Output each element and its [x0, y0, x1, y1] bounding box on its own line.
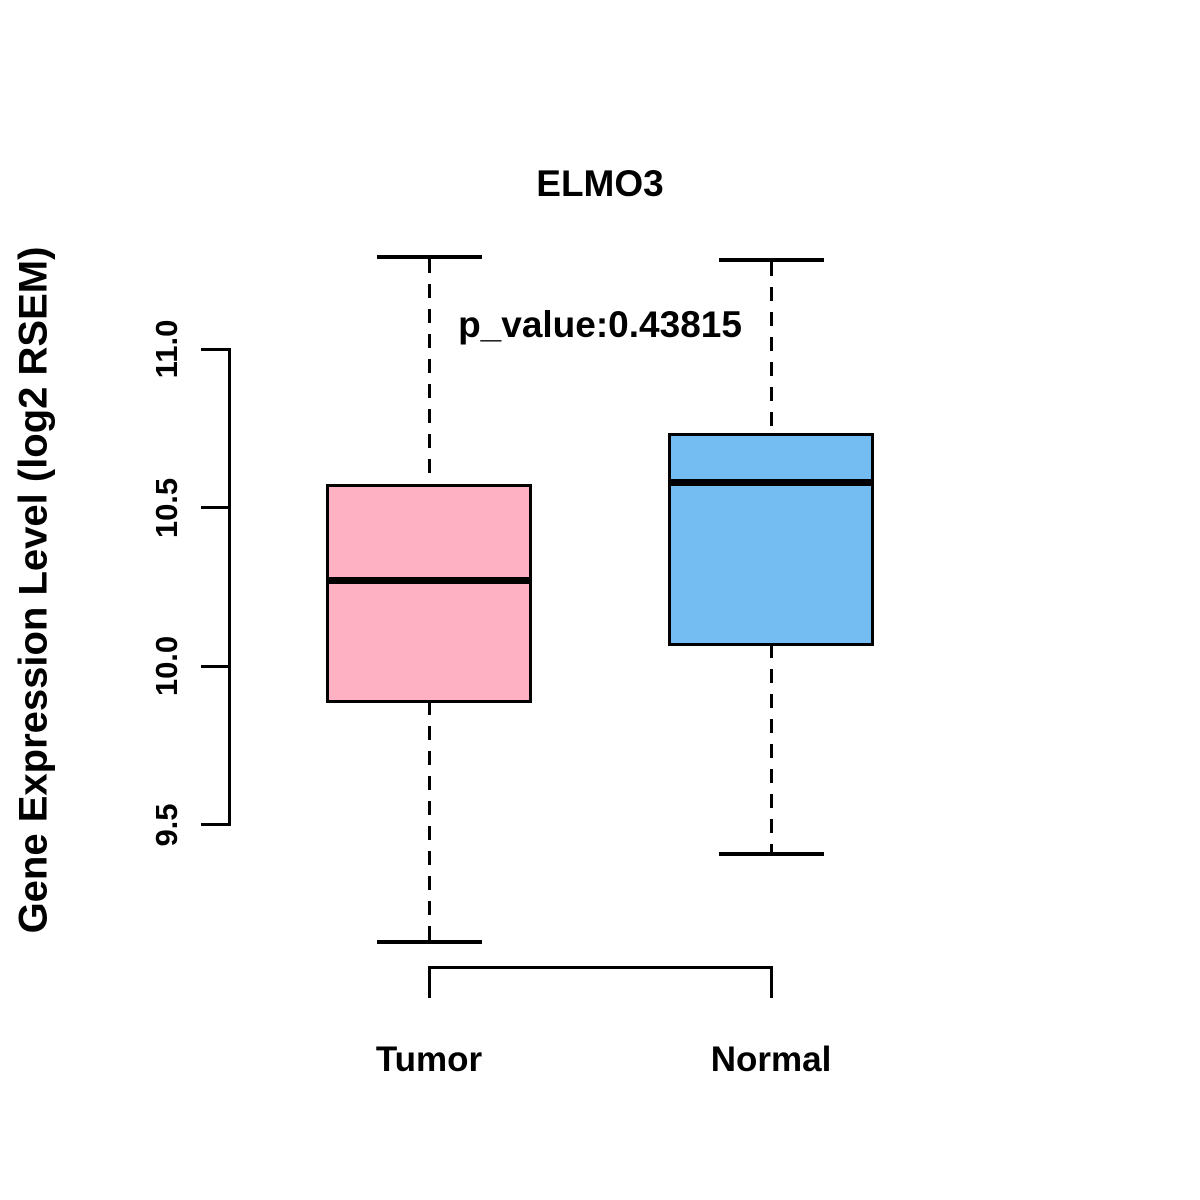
p-value-subtitle: p_value:0.43815: [458, 304, 742, 345]
normal-lower-whisker-cap: [718, 851, 824, 856]
tumor-lower-whisker-cap: [376, 940, 482, 945]
y-tick-label-9.5: 9.5: [149, 803, 184, 847]
chart-title: ELMO3 p_value:0.43815: [0, 66, 1200, 442]
normal-median-line: [668, 478, 874, 486]
tumor-median-line: [326, 577, 532, 585]
tumor-lower-whisker: [427, 701, 431, 941]
normal-upper-whisker: [769, 262, 773, 435]
y-tick-label-11: 11.0: [149, 319, 184, 379]
y-axis-tick: [201, 664, 229, 668]
normal-upper-whisker-cap: [718, 258, 824, 263]
gene-title: ELMO3: [536, 163, 664, 204]
tumor-box: [326, 483, 532, 703]
y-tick-label-10.5: 10.5: [149, 477, 184, 538]
category-label-normal: Normal: [710, 1040, 832, 1079]
normal-lower-whisker: [769, 644, 773, 852]
y-tick-label-10: 10.0: [149, 636, 184, 697]
tumor-upper-whisker: [427, 258, 431, 486]
y-axis-tick: [201, 506, 229, 510]
y-axis-tick: [201, 823, 229, 827]
category-label-tumor: Tumor: [375, 1040, 483, 1079]
x-axis-tick-tumor: [427, 966, 431, 998]
tumor-upper-whisker-cap: [376, 254, 482, 259]
x-axis-tick-normal: [769, 966, 773, 998]
y-axis-line: [227, 347, 231, 827]
y-axis-tick: [201, 347, 229, 351]
x-axis-line: [427, 966, 773, 969]
normal-box: [668, 433, 874, 646]
